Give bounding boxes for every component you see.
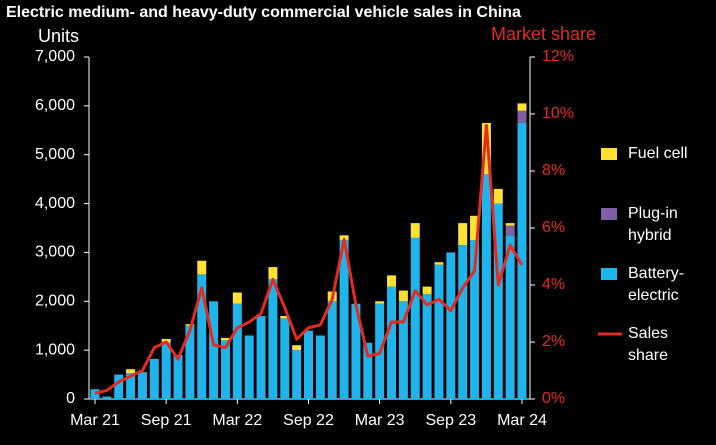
bar-segment xyxy=(410,237,420,399)
bar-segment xyxy=(268,267,278,280)
bar-segment xyxy=(256,315,266,399)
bar-segment xyxy=(363,342,373,399)
y-tick-label: 6,000 xyxy=(35,97,75,114)
bar-segment xyxy=(505,235,515,399)
bar-segment xyxy=(209,301,219,399)
legend-label: Battery-electric xyxy=(628,265,685,304)
bar-segment xyxy=(126,369,136,374)
bar-segment xyxy=(280,318,290,399)
bar-segment xyxy=(517,110,527,123)
y2-tick-label: 8% xyxy=(542,162,565,179)
bar-segment xyxy=(505,225,515,236)
bar-segment xyxy=(114,374,124,399)
bar-segment xyxy=(375,301,385,304)
y-tick-label: 2,000 xyxy=(35,293,75,310)
legend-label: Fuel cell xyxy=(628,145,688,162)
legend-label: Plug-in hybrid xyxy=(628,205,678,244)
bar-segment xyxy=(351,303,361,399)
bar-segment xyxy=(410,223,420,238)
bar-segment xyxy=(458,245,468,399)
y-tick-label: 0 xyxy=(66,390,75,407)
bar-segment xyxy=(185,324,195,326)
bar-segment xyxy=(434,262,444,265)
y-axis-label: Units xyxy=(38,26,79,46)
x-tick-label: Mar 23 xyxy=(355,412,405,429)
bar-segment xyxy=(280,315,290,319)
y2-tick-label: 4% xyxy=(542,276,565,293)
chart-title: Electric medium- and heavy-duty commerci… xyxy=(6,4,521,21)
bar-segment xyxy=(470,240,480,399)
bar-segment xyxy=(126,373,136,399)
bar-segment xyxy=(434,264,444,399)
y-tick-label: 7,000 xyxy=(35,48,75,65)
bar-segment xyxy=(339,240,349,399)
bar-segment xyxy=(458,223,468,246)
x-tick-label: Sep 23 xyxy=(425,412,476,429)
bar-segment xyxy=(232,303,242,399)
bar-segment xyxy=(446,252,456,399)
y-tick-label: 3,000 xyxy=(35,244,75,261)
legend-swatch xyxy=(601,268,617,280)
y-tick-label: 1,000 xyxy=(35,341,75,358)
bar-segment xyxy=(220,337,230,341)
bar-segment xyxy=(232,292,242,304)
bar-segment xyxy=(422,286,432,294)
y2-tick-label: 2% xyxy=(542,333,565,350)
bar-segment xyxy=(137,372,147,399)
bar-segment xyxy=(220,340,230,399)
bar-segment xyxy=(493,203,503,399)
bar-segment xyxy=(517,103,527,111)
y-tick-label: 4,000 xyxy=(35,195,75,212)
y-tick-label: 5,000 xyxy=(35,146,75,163)
y2-tick-label: 10% xyxy=(542,105,574,122)
bar-segment xyxy=(398,290,408,302)
x-tick-label: Mar 22 xyxy=(212,412,262,429)
x-tick-label: Sep 21 xyxy=(141,412,192,429)
bar-segment xyxy=(422,293,432,399)
legend-swatch xyxy=(601,148,617,160)
share-line xyxy=(94,123,524,395)
bar-segment xyxy=(244,335,254,399)
bar-segment xyxy=(197,274,207,399)
y2-tick-label: 6% xyxy=(542,219,565,236)
bar-segment xyxy=(481,174,491,399)
y2-axis-label: Market share xyxy=(491,24,596,44)
bar-segment xyxy=(398,301,408,399)
bar-segment xyxy=(339,235,349,241)
bar-segment xyxy=(481,122,491,175)
bar-segment xyxy=(185,325,195,399)
bar-segment xyxy=(327,301,337,399)
bar-segment xyxy=(304,330,313,399)
bar-segment xyxy=(517,122,527,399)
bar-segment xyxy=(197,260,207,275)
bar-segment xyxy=(470,215,480,241)
bar-segment xyxy=(102,396,112,399)
x-tick-label: Sep 22 xyxy=(283,412,334,429)
legend-swatch xyxy=(601,208,617,220)
y2-tick-label: 0% xyxy=(542,390,565,407)
x-tick-label: Mar 24 xyxy=(497,412,547,429)
bar-segment xyxy=(292,350,302,399)
bar-segment xyxy=(268,279,278,399)
x-tick-label: Mar 21 xyxy=(70,412,120,429)
bar-segment xyxy=(161,342,171,399)
bar-segment xyxy=(90,389,100,399)
bar-segment xyxy=(505,223,515,226)
bar-segment xyxy=(149,358,159,399)
bar-segment xyxy=(315,335,325,399)
bar-segment xyxy=(493,188,503,204)
legend-label: Sales share xyxy=(628,325,669,364)
bar-segment xyxy=(292,345,302,351)
bar-segment xyxy=(387,286,397,399)
bar-segment xyxy=(387,275,397,287)
bar-segment xyxy=(173,355,183,399)
y2-tick-label: 12% xyxy=(542,48,574,65)
